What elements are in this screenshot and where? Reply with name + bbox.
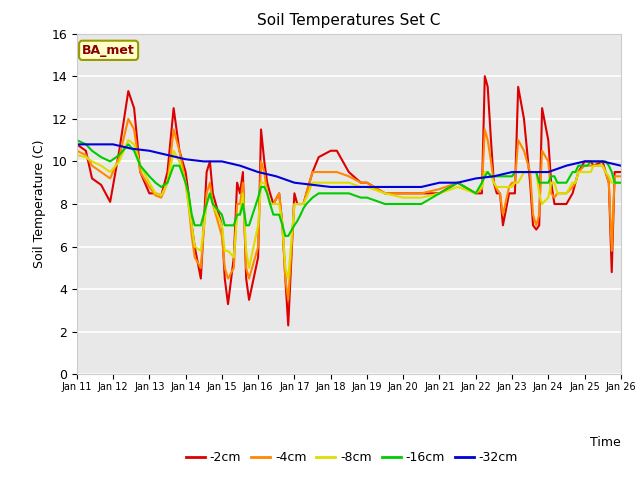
Text: BA_met: BA_met (82, 44, 135, 57)
Legend: -2cm, -4cm, -8cm, -16cm, -32cm: -2cm, -4cm, -8cm, -16cm, -32cm (181, 446, 523, 469)
Title: Soil Temperatures Set C: Soil Temperatures Set C (257, 13, 440, 28)
Text: Time: Time (590, 436, 621, 449)
Y-axis label: Soil Temperature (C): Soil Temperature (C) (33, 140, 45, 268)
